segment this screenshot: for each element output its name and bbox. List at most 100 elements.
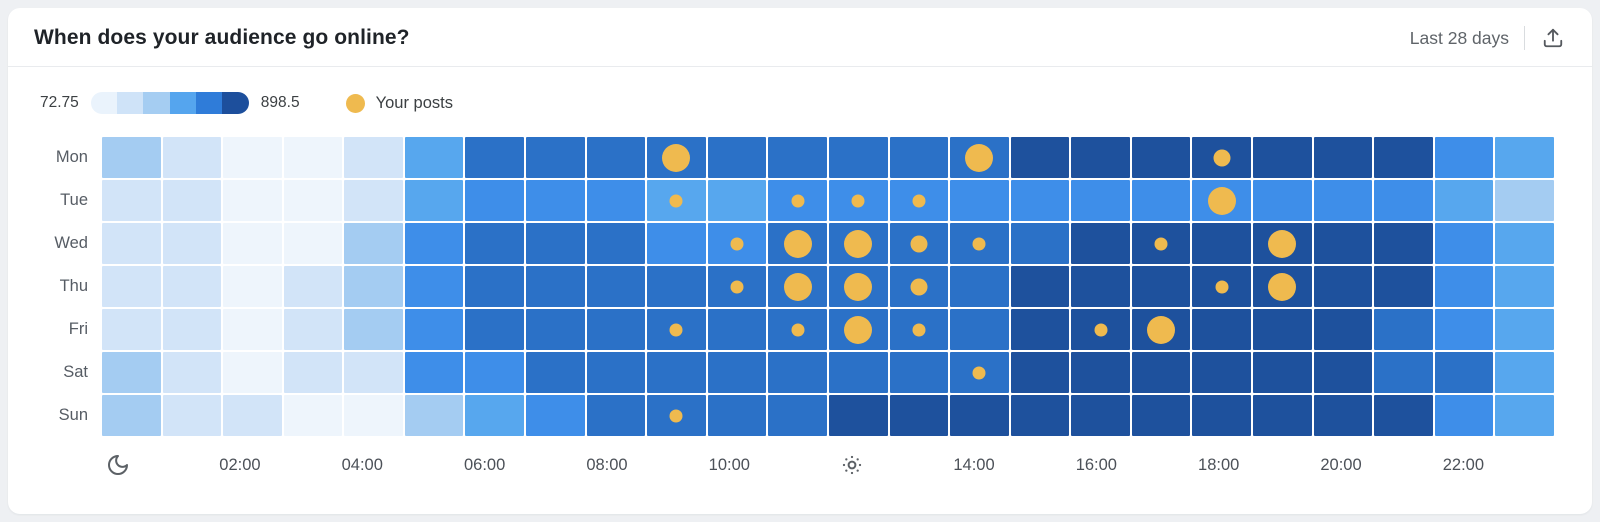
heatmap-cell[interactable] (828, 352, 888, 393)
heatmap-cell[interactable] (1192, 395, 1251, 436)
heatmap-cell[interactable] (526, 309, 585, 350)
heatmap-cell[interactable] (162, 309, 222, 350)
your-post-dot[interactable] (965, 143, 994, 172)
heatmap-cell[interactable] (344, 137, 403, 178)
heatmap-cell[interactable] (283, 352, 343, 393)
heatmap-cell[interactable] (828, 223, 888, 264)
heatmap-cell[interactable] (465, 266, 525, 307)
heatmap-cell[interactable] (586, 309, 646, 350)
your-post-dot[interactable] (910, 235, 928, 252)
heatmap-cell[interactable] (162, 223, 222, 264)
heatmap-cell[interactable] (1131, 309, 1191, 350)
heatmap-cell[interactable] (526, 137, 585, 178)
heatmap-cell[interactable] (647, 223, 706, 264)
heatmap-cell[interactable] (647, 137, 706, 178)
heatmap-cell[interactable] (344, 395, 403, 436)
heatmap-cell[interactable] (404, 395, 464, 436)
heatmap-cell[interactable] (344, 223, 403, 264)
heatmap-cell[interactable] (344, 266, 403, 307)
your-post-dot[interactable] (730, 237, 744, 250)
heatmap-cell[interactable] (1434, 223, 1494, 264)
heatmap-cell[interactable] (1192, 309, 1251, 350)
heatmap-cell[interactable] (707, 395, 767, 436)
your-post-dot[interactable] (912, 194, 926, 207)
your-post-dot[interactable] (972, 237, 986, 250)
heatmap-cell[interactable] (586, 223, 646, 264)
heatmap-cell[interactable] (1495, 180, 1554, 221)
heatmap-cell[interactable] (1313, 352, 1373, 393)
heatmap-cell[interactable] (102, 137, 161, 178)
your-post-dot[interactable] (910, 278, 928, 295)
heatmap-cell[interactable] (768, 266, 827, 307)
heatmap-cell[interactable] (1313, 309, 1373, 350)
heatmap-cell[interactable] (1374, 395, 1433, 436)
your-post-dot[interactable] (1147, 315, 1176, 344)
heatmap-cell[interactable] (283, 266, 343, 307)
heatmap-cell[interactable] (1313, 395, 1373, 436)
heatmap-cell[interactable] (1313, 266, 1373, 307)
heatmap-cell[interactable] (1010, 266, 1070, 307)
your-post-dot[interactable] (1154, 237, 1168, 250)
your-post-dot[interactable] (791, 323, 805, 336)
your-post-dot[interactable] (783, 229, 812, 258)
your-post-dot[interactable] (1094, 323, 1108, 336)
heatmap-cell[interactable] (950, 395, 1009, 436)
heatmap-cell[interactable] (162, 137, 222, 178)
heatmap-cell[interactable] (1010, 137, 1070, 178)
heatmap-cell[interactable] (465, 137, 525, 178)
heatmap-cell[interactable] (526, 266, 585, 307)
heatmap-cell[interactable] (1495, 266, 1554, 307)
heatmap-cell[interactable] (1434, 180, 1494, 221)
heatmap-cell[interactable] (950, 352, 1009, 393)
your-post-dot[interactable] (972, 366, 986, 379)
heatmap-cell[interactable] (526, 352, 585, 393)
heatmap-cell[interactable] (162, 180, 222, 221)
heatmap-cell[interactable] (102, 223, 161, 264)
heatmap-cell[interactable] (950, 180, 1009, 221)
heatmap-cell[interactable] (950, 137, 1009, 178)
heatmap-cell[interactable] (828, 395, 888, 436)
heatmap-cell[interactable] (223, 180, 282, 221)
heatmap-cell[interactable] (707, 180, 767, 221)
heatmap-cell[interactable] (162, 266, 222, 307)
heatmap-cell[interactable] (283, 395, 343, 436)
heatmap-cell[interactable] (1192, 180, 1251, 221)
heatmap-cell[interactable] (404, 180, 464, 221)
heatmap-cell[interactable] (1495, 352, 1554, 393)
your-post-dot[interactable] (783, 272, 812, 301)
heatmap-cell[interactable] (1434, 395, 1494, 436)
heatmap-cell[interactable] (1010, 223, 1070, 264)
heatmap-cell[interactable] (1252, 266, 1312, 307)
heatmap-cell[interactable] (526, 180, 585, 221)
heatmap-cell[interactable] (828, 180, 888, 221)
heatmap-cell[interactable] (526, 395, 585, 436)
heatmap-cell[interactable] (465, 352, 525, 393)
heatmap-cell[interactable] (162, 395, 222, 436)
heatmap-cell[interactable] (647, 395, 706, 436)
heatmap-cell[interactable] (465, 180, 525, 221)
heatmap-cell[interactable] (1374, 180, 1433, 221)
heatmap-cell[interactable] (1010, 180, 1070, 221)
heatmap-cell[interactable] (404, 352, 464, 393)
heatmap-cell[interactable] (1010, 309, 1070, 350)
your-post-dot[interactable] (669, 194, 683, 207)
heatmap-cell[interactable] (1252, 352, 1312, 393)
heatmap-cell[interactable] (1495, 309, 1554, 350)
heatmap-cell[interactable] (1071, 223, 1130, 264)
heatmap-cell[interactable] (465, 223, 525, 264)
heatmap-cell[interactable] (1252, 180, 1312, 221)
heatmap-cell[interactable] (586, 137, 646, 178)
heatmap-cell[interactable] (1434, 137, 1494, 178)
heatmap-cell[interactable] (647, 352, 706, 393)
heatmap-cell[interactable] (1131, 395, 1191, 436)
heatmap-cell[interactable] (526, 223, 585, 264)
heatmap-cell[interactable] (344, 352, 403, 393)
heatmap-cell[interactable] (889, 180, 949, 221)
your-post-dot[interactable] (844, 272, 873, 301)
heatmap-cell[interactable] (768, 395, 827, 436)
heatmap-cell[interactable] (647, 266, 706, 307)
heatmap-cell[interactable] (223, 266, 282, 307)
heatmap-cell[interactable] (889, 137, 949, 178)
heatmap-cell[interactable] (586, 395, 646, 436)
heatmap-cell[interactable] (1071, 309, 1130, 350)
